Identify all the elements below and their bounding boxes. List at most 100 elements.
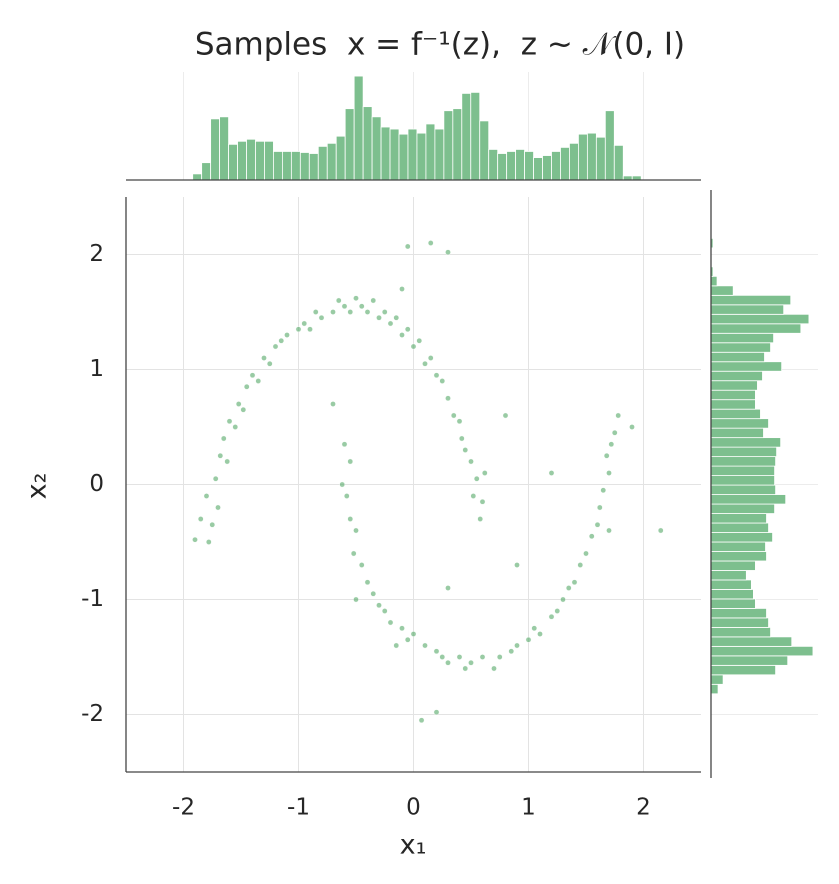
scatter-point — [525, 636, 532, 643]
scatter-point — [358, 303, 365, 310]
histogram-bar — [710, 323, 802, 334]
y-tick-label: 1 — [89, 356, 104, 382]
scatter-point — [203, 493, 210, 499]
histogram-bar — [290, 151, 301, 181]
histogram-bar — [586, 132, 597, 181]
scatter-point — [588, 533, 595, 540]
scatter-point — [433, 648, 440, 655]
scatter-point — [399, 332, 405, 338]
scatter-point — [255, 378, 262, 384]
histogram-bar — [398, 133, 409, 181]
scatter-point — [615, 412, 622, 419]
scatter-point — [548, 613, 555, 620]
scatter-point — [335, 297, 342, 304]
scatter-point — [226, 418, 233, 425]
scatter-point — [554, 608, 561, 614]
scatter-point — [341, 441, 348, 448]
scatter-point — [502, 412, 509, 419]
scatter-point — [445, 659, 451, 666]
histogram-bar — [273, 151, 283, 181]
histogram-bar — [470, 91, 481, 181]
scatter-point — [427, 355, 434, 361]
x-tick-label: 2 — [636, 795, 651, 821]
histogram-bar — [710, 674, 724, 685]
scatter-point — [278, 337, 285, 344]
histogram-bar — [710, 361, 783, 372]
histogram-bar — [210, 118, 221, 181]
histogram-bar — [710, 655, 789, 666]
histogram-bar — [578, 133, 588, 181]
histogram-bar — [497, 153, 508, 181]
scatter-point — [608, 441, 615, 448]
y-tick-label: -1 — [81, 586, 104, 612]
x-tick-label: -2 — [172, 795, 195, 821]
scatter-point — [370, 297, 377, 304]
scatter-point — [330, 401, 336, 407]
scatter-point — [197, 516, 204, 522]
scatter-point — [404, 636, 411, 643]
histogram-bar — [515, 149, 525, 181]
histogram-bar — [710, 560, 756, 571]
scatter-point — [301, 320, 308, 327]
scatter-point — [583, 550, 589, 557]
histogram-bar — [255, 140, 265, 181]
scatter-point — [462, 665, 469, 672]
scatter-point — [594, 521, 601, 528]
histogram-bar — [542, 155, 552, 181]
scatter-point — [416, 337, 423, 344]
histogram-bar — [710, 551, 767, 562]
histogram-bar — [710, 418, 769, 429]
scatter-point — [330, 309, 336, 315]
scatter-point — [410, 343, 417, 350]
scatter-point — [381, 608, 388, 614]
histogram-bar — [425, 123, 436, 181]
scatter-point — [629, 424, 635, 430]
scatter-point — [514, 562, 520, 568]
scatter-point — [347, 458, 354, 465]
scatter-point — [243, 383, 250, 390]
scatter-point — [212, 475, 219, 482]
scatter-point — [240, 406, 247, 413]
histogram-bar — [524, 151, 534, 181]
scatter-point — [358, 562, 365, 568]
histogram-bar — [389, 128, 400, 181]
scatter-point — [341, 303, 348, 310]
histogram-bar — [362, 106, 373, 181]
scatter-point — [220, 435, 227, 442]
histogram-bar — [710, 294, 792, 306]
histogram-bar — [380, 126, 391, 181]
scatter-point — [399, 286, 405, 292]
histogram-bar — [710, 313, 810, 325]
scatter-point — [422, 642, 428, 649]
histogram-bar — [710, 503, 775, 514]
scatter-point — [209, 521, 216, 528]
scatter-point — [433, 709, 440, 716]
histogram-bar — [710, 598, 756, 609]
histogram-bar — [264, 140, 274, 181]
histogram-bar — [604, 110, 615, 181]
histogram-bar — [192, 173, 203, 181]
scatter-point — [600, 487, 607, 494]
x-tick-label: -1 — [287, 795, 310, 821]
histogram-bar — [710, 351, 765, 363]
scatter-point — [353, 295, 359, 302]
histogram-bar — [569, 142, 579, 181]
scatter-point — [537, 631, 543, 637]
scatter-point — [376, 314, 382, 321]
histogram-bar — [710, 370, 763, 382]
scatter-point — [548, 470, 555, 476]
scatter-point — [577, 562, 584, 568]
histogram-bar — [201, 162, 212, 181]
scatter-point — [445, 249, 451, 255]
histogram-bar — [710, 645, 814, 657]
histogram-bar — [710, 275, 718, 287]
histogram-bar — [506, 151, 517, 181]
histogram-bar — [710, 380, 758, 391]
scatter-point — [603, 452, 610, 459]
histogram-bar — [710, 617, 769, 628]
scatter-point — [439, 654, 446, 660]
scatter-point — [370, 590, 377, 597]
scatter-point — [192, 536, 198, 543]
scatter-point — [470, 493, 477, 499]
histogram-bar — [317, 145, 328, 181]
